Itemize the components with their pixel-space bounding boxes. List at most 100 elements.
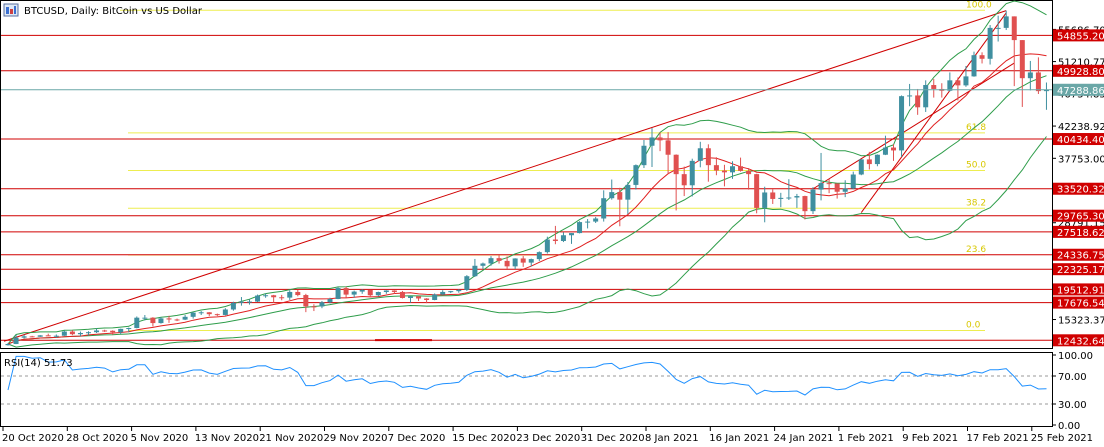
fib-level-label: 100.0 [966,0,992,10]
moving-average-line [7,53,1047,345]
candle-body [963,76,969,86]
candle-body [77,332,83,335]
candle-body [1011,16,1017,41]
candle-body [367,289,373,296]
candle-body [230,302,236,310]
candle-body [287,291,293,298]
candle-body [560,235,566,241]
candle-body [432,294,438,300]
candle-body [915,95,921,108]
candle-body [118,328,124,333]
candle-body [472,265,478,277]
candle-body [520,258,526,263]
candle-body [222,309,228,315]
candle-body [440,291,446,295]
candle-body [343,288,349,295]
candle-body [416,296,422,299]
price-tick-label: 37753.000 [1058,154,1104,165]
price-tag-label: 49928.803 [1057,67,1104,78]
candle-body [746,170,752,175]
rsi-tick-label: 100.00 [1058,351,1093,362]
rsi-label: RSI(14) 51.73 [4,358,73,369]
trend-lines[interactable] [3,10,1015,342]
price-tag-label: 17676.546 [1057,299,1104,310]
price-tag-label: 24336.755 [1057,251,1104,262]
candle-body [625,184,631,200]
candle-body [544,239,550,253]
candle-body [158,318,164,324]
candle-body [738,166,744,171]
candle-body [641,145,647,166]
candle-body [842,188,848,192]
fib-level-label: 23.6 [966,245,986,255]
candle-body [794,196,800,198]
candle-body [464,276,470,290]
price-tag-box [1053,133,1104,146]
date-tick-label: 7 Dec 2020 [388,433,446,443]
candle-body [995,27,1001,29]
trend-line-channel-upper [860,12,1007,213]
candle-body [858,159,864,175]
candle-body [899,96,905,151]
date-tick-label: 25 Feb 2021 [1031,433,1093,443]
candle-body [633,165,639,185]
price-tag-box [1053,296,1104,309]
price-tag-box [1053,334,1104,347]
chart-window-icon[interactable] [3,3,19,17]
candle-body [697,148,703,161]
moving-average [7,53,1047,345]
candle-body [810,189,816,212]
candle-body [295,291,301,296]
bollinger-lower [7,136,1047,348]
candle-body [110,330,116,333]
rsi-indicator [1,355,1052,405]
candle-body [311,306,317,308]
price-tick-label: 51210.775 [1058,58,1104,69]
price-tag-label: 47288.865 [1057,86,1104,97]
date-tick-label: 23 Dec 2020 [516,433,580,443]
trend-line-main [3,10,1007,342]
candle-body [327,298,333,303]
candle-body [399,291,405,298]
candle-body [818,183,824,190]
date-tick-label: 31 Dec 2020 [581,433,645,443]
candle-body [53,335,59,337]
candle-body [923,85,929,108]
candle-body [263,295,269,297]
candle-body [255,295,261,302]
date-tick-label: 1 Feb 2021 [838,433,894,443]
price-tick-label: 42238.925 [1058,122,1104,133]
candle-body [866,159,872,165]
candle-body [359,289,365,292]
candle-body [488,258,494,264]
price-tag-label: 29765.308 [1057,212,1104,223]
date-tick-label: 5 Nov 2020 [131,433,189,443]
candle-body [826,183,832,185]
candle-body [528,259,534,263]
candle-body [802,196,808,212]
price-tag-label: 22325.173 [1057,265,1104,276]
candle-body [480,263,486,266]
date-tick-label: 8 Jan 2021 [645,433,699,443]
price-tag-label: 12432.649 [1057,336,1104,347]
candle-body [778,197,784,199]
candle-body [247,301,252,303]
candle-body [351,291,357,295]
candle-body [552,239,558,241]
trend-line-channel-lower [812,62,1015,190]
price-tag-box [1053,263,1104,276]
price-tag-label: 40434.404 [1057,135,1104,146]
price-tag-label: 33520.324 [1057,185,1104,196]
candle-body [730,166,735,173]
candle-body [1019,40,1025,79]
date-tick-label: 16 Jan 2021 [709,433,769,443]
rsi-panel-frame [0,352,1053,427]
price-tag-box [1053,29,1104,42]
candle-body [673,154,679,175]
candle-body [271,295,277,298]
date-tick-label: 21 Nov 2020 [259,433,323,443]
candle-body [21,336,27,338]
candle-body [375,292,381,296]
candle-body [206,312,212,315]
